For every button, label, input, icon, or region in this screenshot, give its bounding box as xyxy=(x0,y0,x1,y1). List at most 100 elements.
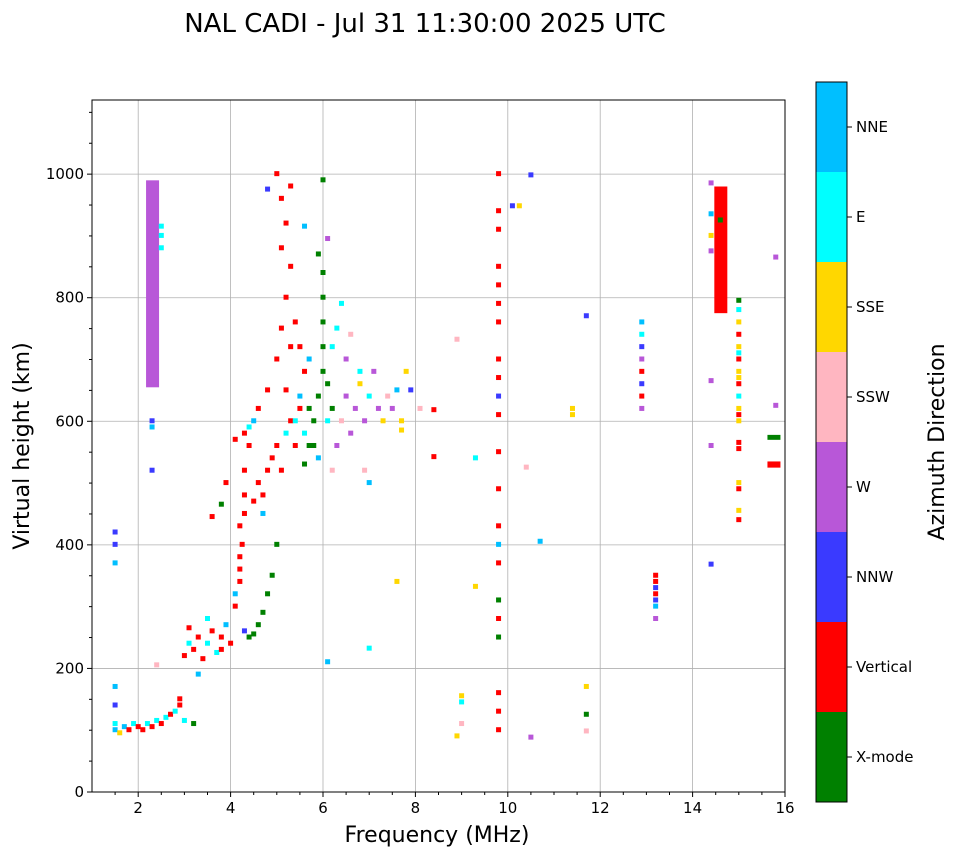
data-point xyxy=(639,393,645,399)
data-point xyxy=(394,387,400,393)
data-point xyxy=(181,717,187,723)
data-point xyxy=(325,236,331,242)
data-point xyxy=(509,203,515,209)
plot-frame xyxy=(91,99,786,793)
data-point xyxy=(334,325,340,331)
data-point xyxy=(209,514,215,520)
data-point xyxy=(496,319,502,325)
data-point xyxy=(523,464,529,470)
data-point xyxy=(121,724,127,730)
data-point xyxy=(496,597,502,603)
data-point xyxy=(241,430,247,436)
data-point xyxy=(297,344,303,350)
data-point xyxy=(200,656,206,662)
data-point xyxy=(362,467,368,473)
data-point xyxy=(639,319,645,325)
data-point xyxy=(149,418,155,424)
data-point xyxy=(292,418,298,424)
data-point xyxy=(736,375,742,381)
data-point xyxy=(315,393,321,399)
data-segment xyxy=(146,180,160,388)
data-point xyxy=(639,381,645,387)
data-point xyxy=(320,294,326,300)
data-point xyxy=(496,300,502,306)
data-point xyxy=(320,319,326,325)
data-point xyxy=(583,313,589,319)
data-point xyxy=(357,368,363,374)
colorbar-label-nnw: NNW xyxy=(856,568,893,586)
data-point xyxy=(736,486,742,492)
data-point xyxy=(191,721,197,727)
data-point xyxy=(158,245,164,251)
colorbar: X-mode Vertical NNW W SSW SSE E NNE xyxy=(815,81,913,803)
data-point xyxy=(399,418,405,424)
data-point xyxy=(380,418,386,424)
data-point xyxy=(195,671,201,677)
x-tick-label: 4 xyxy=(226,799,236,817)
data-point xyxy=(237,566,243,572)
data-point xyxy=(260,492,266,498)
data-point xyxy=(135,724,141,730)
data-point xyxy=(255,405,261,411)
data-point xyxy=(306,405,312,411)
data-point xyxy=(302,430,308,436)
data-point xyxy=(516,203,522,209)
colorbar-label-x-mode: X-mode xyxy=(856,748,913,766)
data-point xyxy=(459,693,465,699)
y-tick-label: 800 xyxy=(55,289,84,307)
data-point xyxy=(736,480,742,486)
data-point xyxy=(269,572,275,578)
data-point xyxy=(496,727,502,733)
colorbar-label-ssw: SSW xyxy=(856,388,890,406)
data-point xyxy=(496,708,502,714)
y-tick-label: 0 xyxy=(74,783,84,801)
data-point xyxy=(232,436,238,442)
data-point xyxy=(736,507,742,513)
data-point xyxy=(149,424,155,430)
data-point xyxy=(653,585,659,591)
data-point xyxy=(237,523,243,529)
data-point xyxy=(325,659,331,665)
data-point xyxy=(241,510,247,516)
data-point xyxy=(154,662,160,668)
data-point xyxy=(528,172,534,178)
data-point xyxy=(274,356,280,362)
data-point xyxy=(736,297,742,303)
data-point xyxy=(311,443,317,448)
y-tick-label: 1000 xyxy=(46,165,84,183)
data-point xyxy=(112,560,118,566)
data-point xyxy=(288,263,294,269)
data-point xyxy=(773,254,779,260)
data-point xyxy=(246,443,252,448)
data-point xyxy=(639,331,645,337)
data-point xyxy=(639,344,645,350)
data-point xyxy=(283,220,289,226)
data-point xyxy=(496,171,502,177)
data-point xyxy=(218,634,224,640)
data-point xyxy=(325,381,331,387)
y-axis-label: Virtual height (km) xyxy=(10,342,35,549)
data-point xyxy=(496,449,502,455)
data-point xyxy=(653,603,659,609)
x-tick-label: 12 xyxy=(591,799,610,817)
data-point xyxy=(292,443,298,448)
data-point xyxy=(320,270,326,275)
data-point xyxy=(362,418,368,424)
data-point xyxy=(371,368,377,374)
data-point xyxy=(708,378,714,384)
data-point xyxy=(348,430,354,436)
data-point xyxy=(241,467,247,473)
colorbar-swatch-sse xyxy=(816,262,847,352)
data-point xyxy=(205,640,210,646)
x-tick-label: 2 xyxy=(133,799,143,817)
data-point xyxy=(496,634,502,640)
data-point xyxy=(265,591,271,597)
data-point xyxy=(708,248,714,254)
colorbar-swatch-w xyxy=(816,442,847,532)
data-point xyxy=(496,541,502,547)
data-point xyxy=(708,561,714,567)
data-point xyxy=(389,405,395,411)
data-point xyxy=(209,628,215,634)
colorbar-label-vertical: Vertical xyxy=(856,658,912,676)
